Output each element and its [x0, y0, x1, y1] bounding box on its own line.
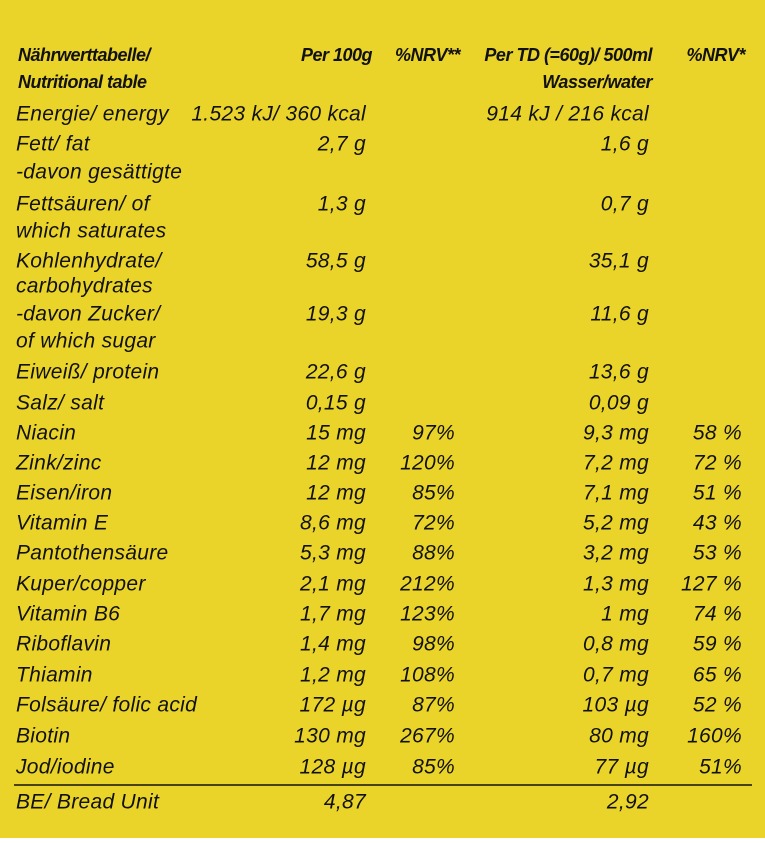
row-label: Riboflavin: [16, 633, 111, 656]
row-label: Salz/ salt: [16, 392, 105, 415]
cell: 0,8 mg: [583, 633, 649, 656]
cell: 160%: [687, 725, 742, 748]
cell: 72%: [412, 512, 455, 535]
cell: 127 %: [681, 573, 742, 596]
cell: 1,2 mg: [300, 664, 366, 687]
cell: 77 µg: [595, 756, 649, 779]
row-label: Zink/zinc: [15, 452, 102, 475]
row-label: -davon gesättigte: [16, 161, 182, 184]
cell: 22,6 g: [305, 361, 366, 384]
cell: 8,6 mg: [300, 512, 366, 535]
row-label: Niacin: [16, 422, 76, 445]
cell: 74 %: [693, 603, 742, 626]
cell: 97%: [412, 422, 455, 445]
row-label: which saturates: [16, 220, 167, 243]
cell: 1,3 g: [318, 193, 366, 216]
row-label: BE/ Bread Unit: [16, 791, 160, 814]
cell: 3,2 mg: [583, 542, 649, 565]
header-cell: Per 100g: [301, 45, 373, 65]
row-label: Fettsäuren/ of: [16, 193, 152, 216]
row-label: Fett/ fat: [16, 133, 91, 156]
cell: 0,15 g: [306, 392, 366, 415]
cell: 72 %: [693, 452, 742, 475]
row-label: Vitamin E: [16, 512, 109, 535]
cell: 12 mg: [306, 452, 366, 475]
cell: 58 %: [693, 422, 742, 445]
row-label: carbohydrates: [16, 275, 153, 298]
header-cell: Wasser/water: [542, 72, 653, 92]
cell: 11,6 g: [590, 303, 649, 326]
row-label: Pantothensäure: [16, 542, 168, 565]
header-cell: Per TD (=60g)/ 500ml: [484, 45, 653, 65]
header-cell: %NRV**: [395, 45, 462, 65]
cell: 53 %: [693, 542, 742, 565]
row-label: Eiweiß/ protein: [16, 361, 159, 384]
cell: 87%: [412, 694, 455, 717]
cell: 4,87: [324, 791, 367, 814]
row-label: Eisen/iron: [16, 482, 112, 505]
cell: 267%: [399, 725, 455, 748]
cell: 5,3 mg: [300, 542, 366, 565]
row-label: -davon Zucker/: [16, 303, 162, 326]
row-label: Biotin: [16, 725, 70, 748]
cell: 35,1 g: [589, 250, 649, 273]
cell: 7,1 mg: [583, 482, 649, 505]
cell: 0,7 mg: [583, 664, 649, 687]
cell: 2,1 mg: [299, 573, 366, 596]
cell: 9,3 mg: [583, 422, 649, 445]
cell: 13,6 g: [589, 361, 649, 384]
cell: 51 %: [693, 482, 742, 505]
cell: 59 %: [693, 633, 742, 656]
cell: 2,92: [606, 791, 649, 814]
header-cell: Nutritional table: [18, 72, 147, 92]
cell: 212%: [399, 573, 455, 596]
row-label: Folsäure/ folic acid: [16, 694, 198, 717]
row-label: Kuper/copper: [16, 573, 146, 596]
cell: 1,6 g: [601, 133, 649, 156]
row-label: Jod/iodine: [15, 756, 115, 779]
cell: 1,4 mg: [300, 633, 366, 656]
cell: 65 %: [693, 664, 742, 687]
row-label: Thiamin: [16, 664, 93, 687]
cell: 98%: [412, 633, 455, 656]
cell: 2,7 g: [317, 133, 366, 156]
cell: 52 %: [693, 694, 742, 717]
cell: 108%: [400, 664, 455, 687]
cell: 1 mg: [601, 603, 649, 626]
cell: 172 µg: [300, 694, 366, 717]
cell: 5,2 mg: [583, 512, 649, 535]
cell: 914 kJ / 216 kcal: [486, 103, 650, 126]
cell: 7,2 mg: [583, 452, 649, 475]
cell: 12 mg: [306, 482, 366, 505]
cell: 43 %: [693, 512, 742, 535]
row-label: Kohlenhydrate/: [16, 250, 163, 273]
cell: 1,3 mg: [583, 573, 649, 596]
cell: 0,7 g: [601, 193, 649, 216]
cell: 80 mg: [589, 725, 649, 748]
row-label: of which sugar: [16, 330, 156, 353]
cell: 85%: [412, 482, 455, 505]
cell: 103 µg: [583, 694, 649, 717]
cell: 123%: [400, 603, 455, 626]
cell: 15 mg: [306, 422, 366, 445]
cell: 58,5 g: [306, 250, 366, 273]
cell: 88%: [412, 542, 455, 565]
cell: 1,7 mg: [300, 603, 366, 626]
cell: 120%: [400, 452, 455, 475]
cell: 0,09 g: [589, 392, 649, 415]
row-label: Energie/ energy: [16, 103, 170, 126]
cell: 85%: [412, 756, 455, 779]
row-label: Vitamin B6: [16, 603, 120, 626]
cell: 128 µg: [300, 756, 366, 779]
cell: 1.523 kJ/ 360 kcal: [191, 103, 367, 126]
cell: 19,3 g: [306, 303, 366, 326]
cell: 51%: [699, 756, 742, 779]
header-cell: %NRV*: [686, 45, 746, 65]
cell: 130 mg: [294, 725, 366, 748]
header-cell: Nährwerttabelle/: [18, 45, 153, 65]
